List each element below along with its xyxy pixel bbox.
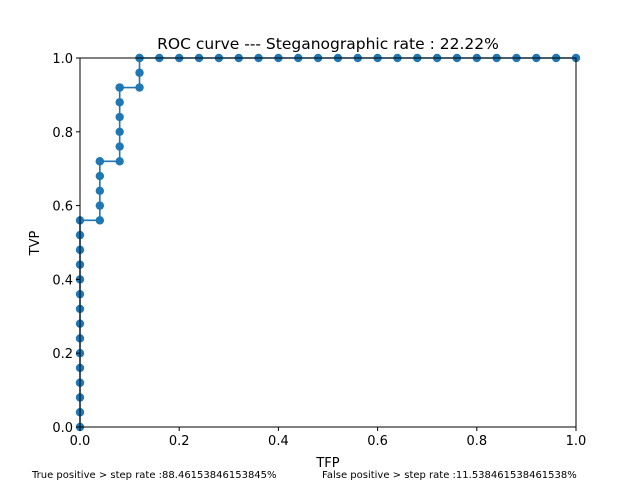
y-tick-label: 0.6	[52, 200, 73, 215]
data-point	[115, 112, 124, 122]
data-point	[115, 83, 124, 92]
x-tick-label: 0.6	[367, 434, 388, 449]
x-tick-label: 0.0	[70, 434, 91, 449]
data-point	[115, 98, 124, 107]
y-tick-label: 1.0	[52, 52, 73, 67]
data-point	[115, 157, 124, 166]
data-point	[95, 171, 105, 181]
y-axis-label: TVP	[28, 231, 43, 257]
data-point	[95, 186, 105, 196]
y-tick-label: 0.8	[52, 126, 73, 141]
x-tick-label: 1.0	[566, 434, 587, 449]
x-axis-label: TFP	[315, 456, 339, 471]
chart-title: ROC curve --- Steganographic rate : 22.2…	[157, 35, 499, 53]
y-tick-label: 0.0	[52, 421, 73, 436]
x-tick-label: 0.2	[169, 434, 190, 449]
data-point	[115, 127, 124, 136]
true-positive-rate-note: True positive > step rate :88.4615384615…	[31, 470, 277, 480]
data-point	[95, 216, 105, 225]
data-point	[135, 83, 144, 92]
false-positive-rate-note: False positive > step rate :11.538461538…	[322, 470, 577, 480]
x-tick-label: 0.8	[466, 434, 487, 449]
data-point	[115, 142, 124, 151]
axes-layer: 0.0 0.2 0.4 0.6 0.8 1.0 0.0 0.2 0.4 0.6 0.8 1.0	[52, 52, 586, 449]
y-tick-label: 0.4	[52, 273, 73, 288]
data-point	[95, 201, 105, 210]
data-point	[135, 68, 144, 77]
data-point	[95, 157, 105, 166]
y-tick-label: 0.2	[52, 347, 73, 362]
x-tick-label: 0.4	[268, 434, 289, 449]
axes-frame	[79, 57, 577, 428]
